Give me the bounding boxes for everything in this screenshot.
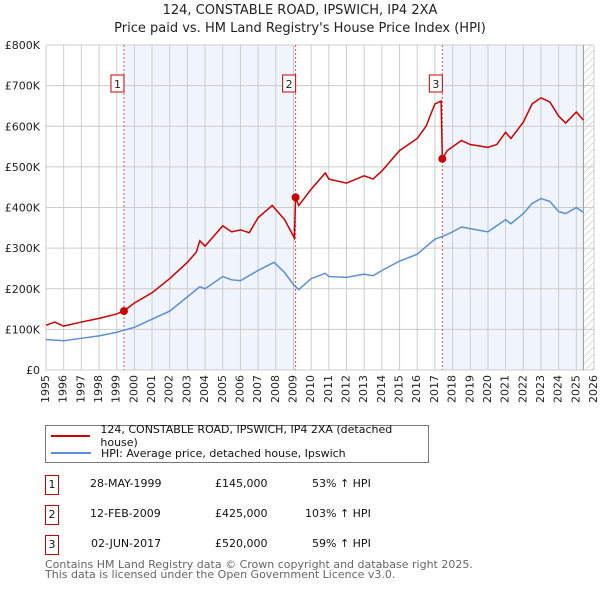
sale-hpi: 53% ↑ HPI bbox=[312, 477, 371, 490]
sale-price: £425,000 bbox=[215, 507, 268, 520]
sale-date: 28-MAY-1999 bbox=[90, 477, 162, 490]
x-tick-label: 2022 bbox=[516, 375, 529, 403]
x-tick-label: 2017 bbox=[428, 375, 441, 403]
y-tick-label: £500K bbox=[5, 161, 41, 174]
legend-item-hpi: HPI: Average price, detached house, Ipsw… bbox=[46, 445, 346, 461]
sale-marker-box bbox=[110, 74, 125, 93]
price-paid-line bbox=[45, 96, 584, 327]
sale-date: 02-JUN-2017 bbox=[91, 537, 162, 550]
sale-point bbox=[119, 307, 128, 316]
x-tick-label: 2002 bbox=[163, 375, 176, 403]
legend: 124, CONSTABLE ROAD, IPSWICH, IP4 2XA (d… bbox=[45, 423, 429, 463]
x-tick-label: 2000 bbox=[127, 375, 140, 403]
sale-marker-badge: 2 bbox=[45, 505, 59, 525]
sale-price: £520,000 bbox=[215, 537, 268, 550]
legend-label: 124, CONSTABLE ROAD, IPSWICH, IP4 2XA (d… bbox=[100, 423, 393, 449]
x-tick-label: 2025 bbox=[569, 375, 582, 403]
x-tick-label: 2006 bbox=[233, 375, 246, 403]
x-tick-label: 2008 bbox=[269, 375, 282, 403]
x-tick-label: 2003 bbox=[180, 375, 193, 403]
y-tick-label: £400K bbox=[5, 202, 41, 215]
x-tick-label: 1999 bbox=[110, 375, 123, 403]
y-tick-label: £800K bbox=[5, 39, 41, 52]
legend-label: HPI: Average price, detached house, Ipsw… bbox=[101, 446, 346, 460]
x-tick-label: 1996 bbox=[57, 375, 70, 403]
chart-subtitle: Price paid vs. HM Land Registry's House … bbox=[114, 21, 486, 36]
x-tick-label: 2020 bbox=[481, 375, 494, 403]
sale-hpi: 103% ↑ HPI bbox=[305, 507, 371, 520]
sale-marker-label: 2 bbox=[286, 78, 293, 91]
sale-marker-badge: 1 bbox=[45, 475, 59, 495]
chart-plot: 1995 1996 1997 1998 1999 2000 2001 2002 2003 2004… bbox=[5, 39, 600, 403]
x-tick-label: 2019 bbox=[463, 375, 476, 403]
sale-marker-box bbox=[428, 74, 443, 93]
legend-swatch bbox=[51, 452, 91, 454]
y-tick-label: £600K bbox=[5, 120, 41, 133]
x-tick-label: 2018 bbox=[446, 375, 459, 403]
x-tick-label: 2013 bbox=[357, 375, 370, 403]
x-tick-label: 2012 bbox=[340, 375, 353, 403]
sale-marker-label: 1 bbox=[114, 78, 121, 91]
x-tick-label: 2009 bbox=[286, 375, 299, 403]
x-tick-label: 2016 bbox=[410, 375, 423, 403]
sale-marker-label: 3 bbox=[432, 78, 439, 91]
x-tick-label: 2021 bbox=[499, 375, 512, 403]
sale-price: £145,000 bbox=[215, 477, 268, 490]
y-tick-label: £300K bbox=[5, 242, 41, 255]
x-tick-label: 2024 bbox=[552, 375, 565, 403]
legend-swatch bbox=[51, 435, 91, 437]
sale-marker-box bbox=[282, 74, 297, 93]
chart-title: 124, CONSTABLE ROAD, IPSWICH, IP4 2XA bbox=[162, 3, 438, 18]
x-tick-label: 2015 bbox=[393, 375, 406, 403]
x-tick-label: 2001 bbox=[145, 375, 158, 403]
footer-line: This data is licensed under the Open Gov… bbox=[45, 568, 396, 581]
x-tick-label: 1998 bbox=[92, 375, 105, 403]
x-tick-label: 1995 bbox=[39, 375, 52, 403]
sale-marker-badge: 3 bbox=[45, 535, 59, 555]
x-tick-label: 2007 bbox=[251, 375, 264, 403]
x-tick-label: 2005 bbox=[216, 375, 229, 403]
sale-point bbox=[438, 154, 447, 163]
x-tick-label: 2004 bbox=[198, 375, 211, 403]
x-tick-label: 1997 bbox=[74, 375, 87, 403]
footer-line: Contains HM Land Registry data © Crown c… bbox=[45, 558, 473, 571]
sale-date: 12-FEB-2009 bbox=[90, 507, 161, 520]
x-tick-label: 2023 bbox=[534, 375, 547, 403]
x-tick-label: 2014 bbox=[375, 375, 388, 403]
x-tick-label: 2011 bbox=[322, 375, 335, 403]
y-tick-label: £100K bbox=[5, 323, 41, 336]
x-tick-label: 2010 bbox=[304, 375, 317, 403]
footer: Contains HM Land Registry data © Crown c… bbox=[45, 558, 473, 581]
sale-hpi: 59% ↑ HPI bbox=[312, 537, 371, 550]
x-tick-label: 2026 bbox=[587, 375, 600, 403]
y-tick-label: £0 bbox=[26, 364, 40, 377]
hpi-line bbox=[45, 197, 584, 342]
sale-point bbox=[291, 193, 300, 202]
legend-item-property: 124, CONSTABLE ROAD, IPSWICH, IP4 2XA (d… bbox=[46, 423, 428, 449]
y-tick-label: £700K bbox=[5, 80, 41, 93]
y-tick-label: £200K bbox=[5, 283, 41, 296]
